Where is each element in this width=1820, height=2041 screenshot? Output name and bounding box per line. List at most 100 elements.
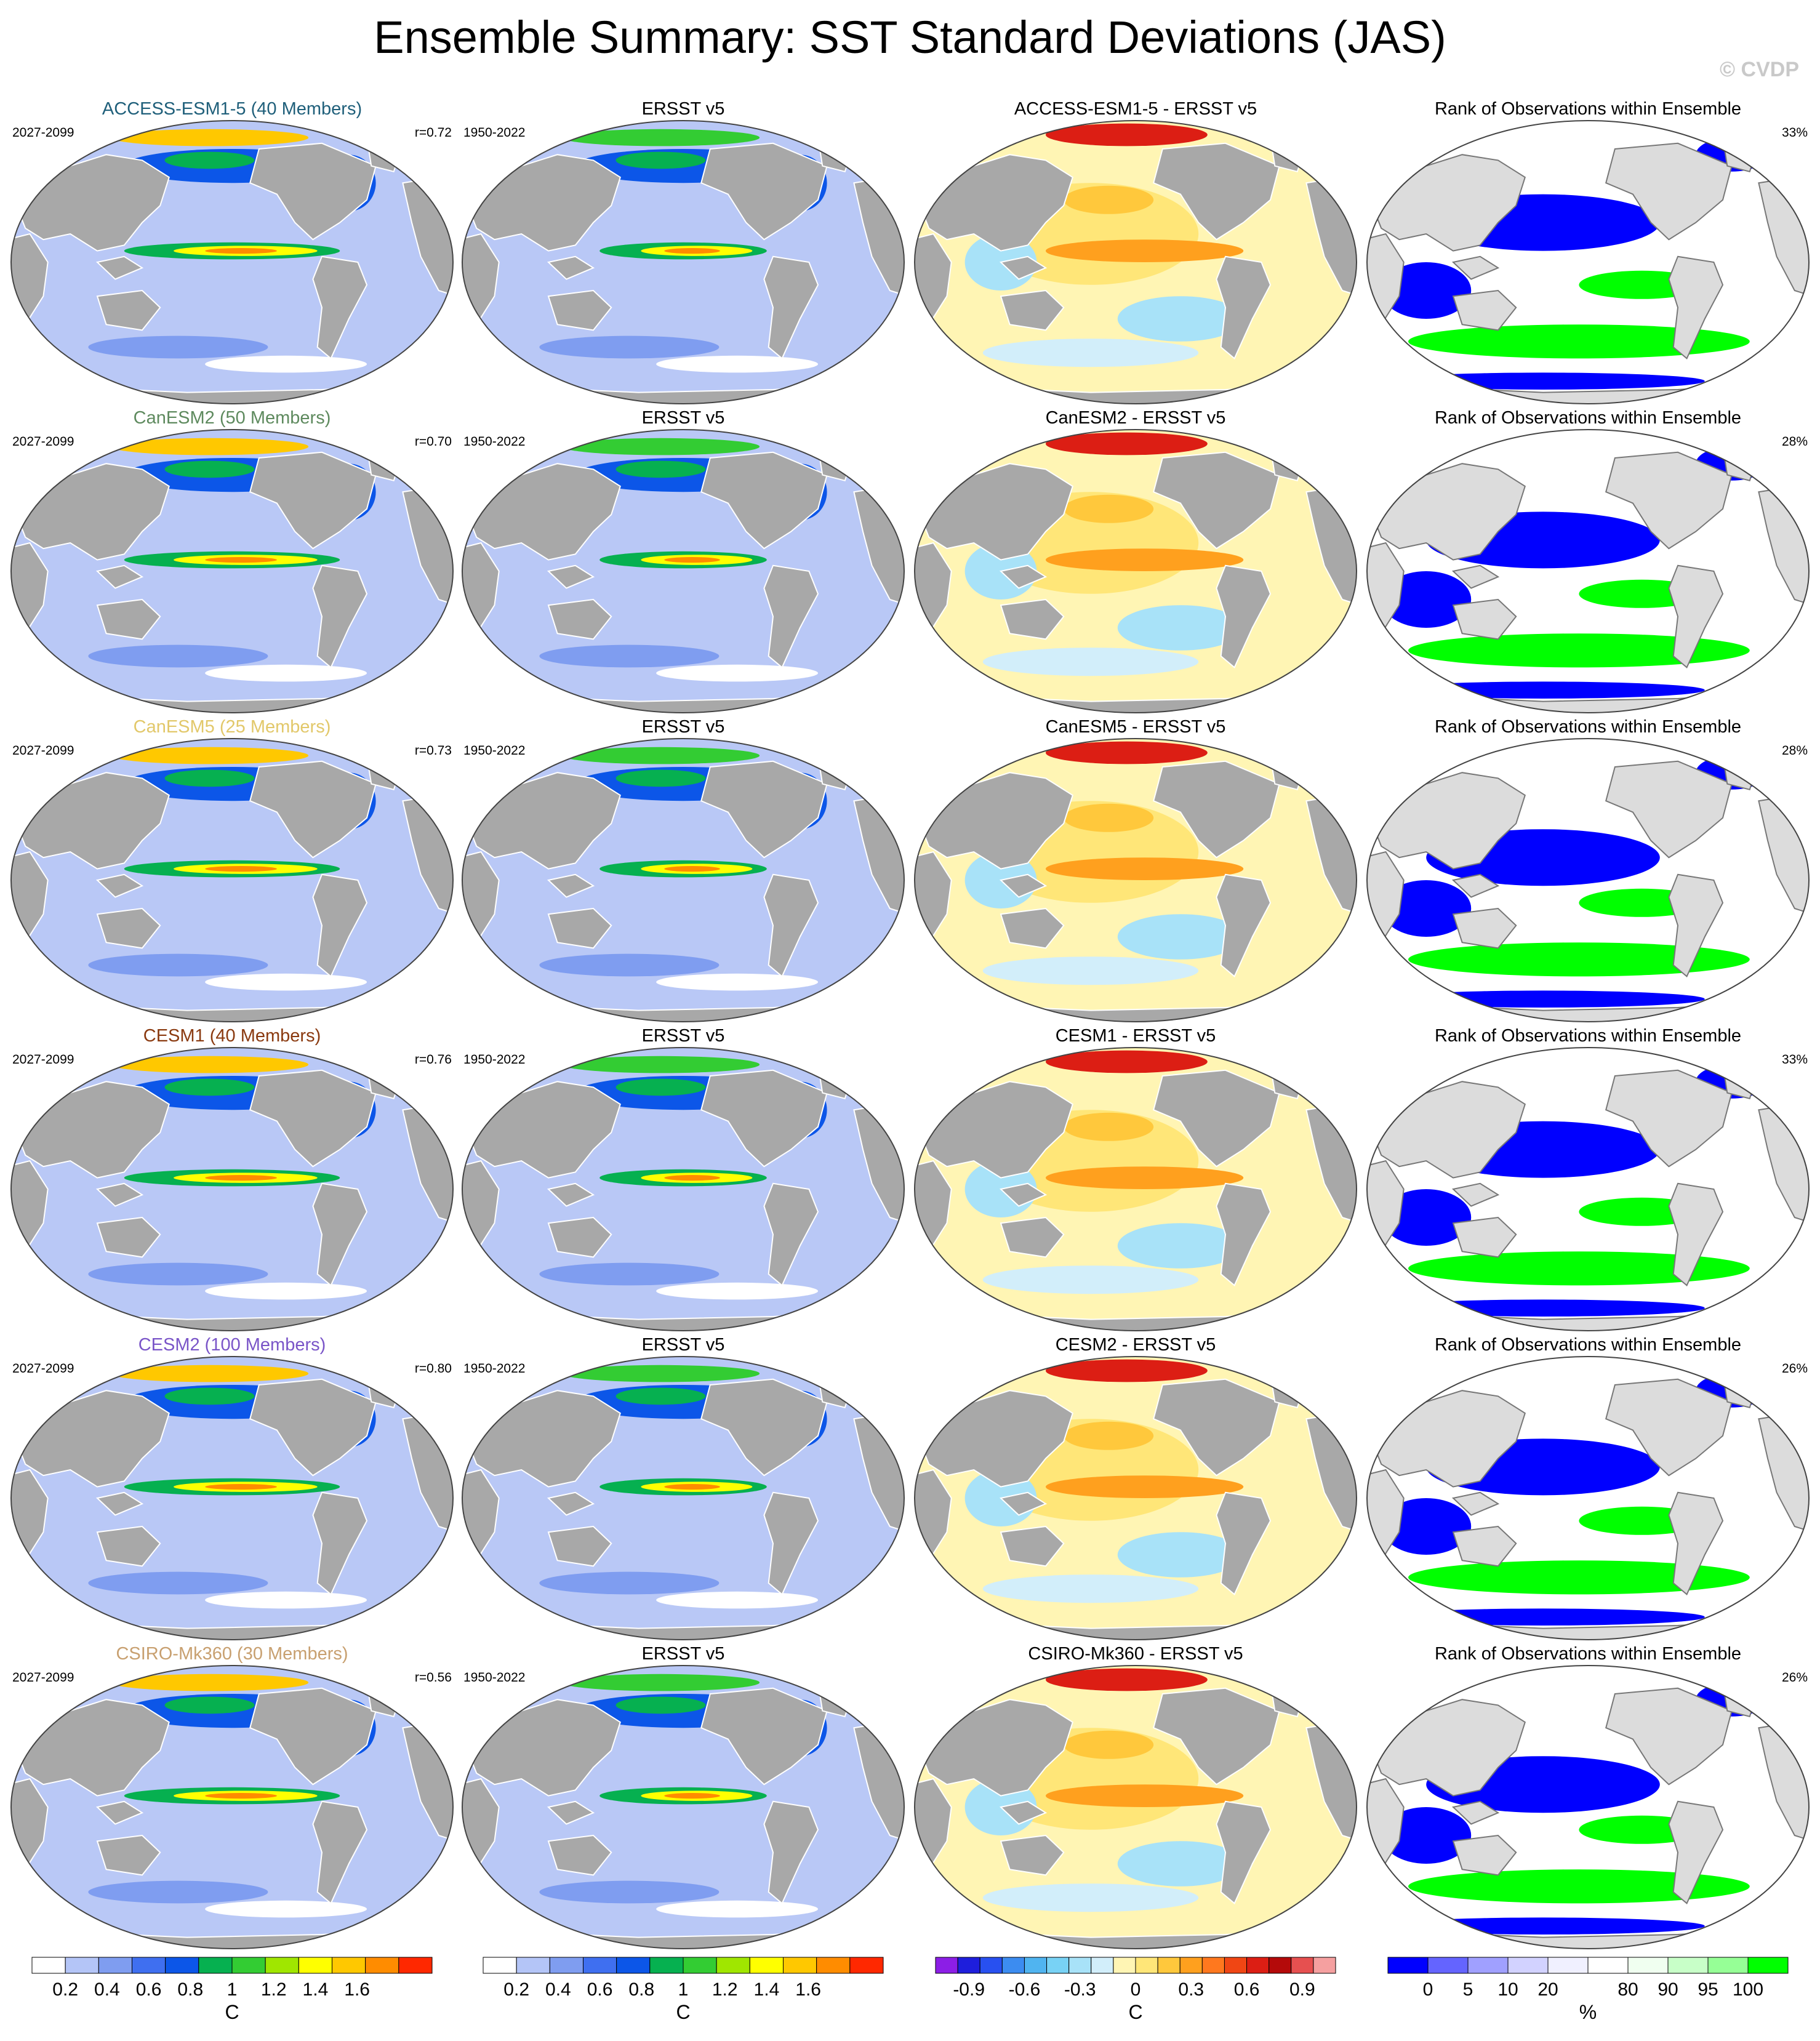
land-mass [817, 137, 855, 172]
field-blob [1381, 1807, 1472, 1864]
colorbar-tick-label: 0.9 [1289, 1979, 1315, 2000]
field-blob [88, 644, 268, 668]
land-mass [763, 873, 819, 978]
land-mass [1605, 142, 1733, 241]
land-mass [1153, 142, 1280, 241]
land-mass [366, 1373, 404, 1408]
field-blob [1046, 1668, 1208, 1691]
land-mass [1605, 1069, 1733, 1168]
colorbar-cell [98, 1957, 132, 1974]
map-outline [10, 738, 454, 1022]
field-blob [205, 557, 277, 563]
map-panel-r2-c4: Rank of Observations within Ensemble 28% [1366, 408, 1810, 713]
land-mass [1216, 255, 1272, 360]
land-mass [1153, 760, 1280, 859]
field-blob [1381, 681, 1705, 699]
field-blob [164, 151, 255, 169]
land-mass [1605, 451, 1733, 550]
map-outline [914, 1665, 1357, 1949]
land-mass [366, 755, 404, 790]
land-mass [547, 1525, 612, 1567]
field-blob [561, 129, 760, 146]
colorbar-cell [65, 1957, 99, 1974]
field-blob [1270, 1767, 1325, 1847]
map-panel-r5-c3: CESM2 - ERSST v5 [914, 1335, 1357, 1640]
map-outline [1366, 429, 1810, 713]
land-mass [919, 463, 1073, 561]
colorbar-cell [1467, 1957, 1509, 1974]
land-mass [1668, 1182, 1724, 1287]
colorbar-cell [1269, 1957, 1292, 1974]
map-outline [1366, 738, 1810, 1022]
land-mass [999, 255, 1048, 280]
field-blob [664, 1793, 720, 1799]
pattern-correlation: r=0.73 [415, 744, 452, 758]
colorbar-tick-label: 5 [1463, 1979, 1473, 2000]
land-mass [1452, 1525, 1517, 1567]
field-blob [539, 1262, 720, 1286]
land-mass [547, 1834, 612, 1876]
colorbar-cell [398, 1957, 433, 1974]
map-outline [10, 120, 454, 404]
land-mass [96, 1525, 161, 1567]
watermark: © CVDP [1720, 58, 1799, 81]
colorbar-cell [1587, 1957, 1629, 1974]
land-mass [1722, 137, 1760, 172]
land-mass [763, 1800, 819, 1905]
field-blob [561, 747, 760, 764]
map-outline [914, 1356, 1357, 1640]
field-blob [1046, 548, 1244, 571]
colorbar-unit: % [1579, 2001, 1597, 2023]
field-blob [1046, 857, 1244, 880]
land-mass [249, 1069, 377, 1168]
land-mass [1269, 1373, 1307, 1408]
land-mass [547, 1491, 595, 1516]
field-blob [539, 644, 720, 668]
land-mass [96, 289, 161, 331]
colorbar-cell [1313, 1957, 1336, 1974]
field-blob [539, 953, 720, 977]
land-mass [1269, 446, 1307, 481]
colorbar-cell [1507, 1957, 1549, 1974]
field-blob [561, 438, 760, 455]
land-mass [1668, 564, 1724, 669]
field-blob [1064, 185, 1154, 214]
panel-title: Rank of Observations within Ensemble [1435, 1026, 1741, 1046]
land-mass [999, 1182, 1048, 1207]
colorbar-cell [231, 1957, 266, 1974]
colorbar-sd: 0.2 0.4 0.6 0.8 1 1.2 1.4 1.6 C [31, 1957, 433, 2023]
land-mass [467, 1081, 621, 1179]
land-mass [249, 451, 377, 550]
land-mass [999, 1800, 1048, 1825]
map-panel-r4-c2: ERSST v5 1950-2022 [462, 1026, 905, 1331]
land-mass [312, 564, 368, 669]
field-blob [656, 1900, 818, 1918]
land-mass [999, 873, 1048, 898]
field-blob [205, 1484, 277, 1490]
land-mass [1000, 1216, 1065, 1258]
colorbar-cell [1113, 1957, 1136, 1974]
map-panel-r5-c2: ERSST v5 1950-2022 [462, 1335, 905, 1640]
field-blob [1046, 1166, 1244, 1189]
panel-title: Rank of Observations within Ensemble [1435, 717, 1741, 737]
colorbar-cell [1157, 1957, 1181, 1974]
land-mass [919, 1390, 1073, 1488]
land-mass [1668, 255, 1724, 360]
colorbar-cell [783, 1957, 817, 1974]
field-blob [982, 339, 1199, 367]
colorbar-tick-label: 20 [1537, 1979, 1558, 2000]
land-mass [919, 772, 1073, 870]
map-panel-r5-c1: CESM2 (100 Members) 2027-2099 r=0.80 [10, 1335, 454, 1640]
field-blob [1381, 990, 1705, 1008]
map-outline [462, 120, 905, 404]
field-blob [88, 953, 268, 977]
land-mass [1722, 1064, 1760, 1099]
field-blob [1046, 239, 1244, 262]
colorbar-cell [1001, 1957, 1025, 1974]
colorbar-tick-label: 100 [1733, 1979, 1763, 2000]
colorbar-unit: C [676, 2001, 690, 2023]
colorbar-unit: C [225, 2001, 239, 2023]
land-mass [1216, 1182, 1272, 1287]
map-panel-r1-c1: ACCESS-ESM1-5 (40 Members) 2027-2099 r=0.7… [10, 99, 454, 404]
field-blob [1381, 1189, 1472, 1246]
